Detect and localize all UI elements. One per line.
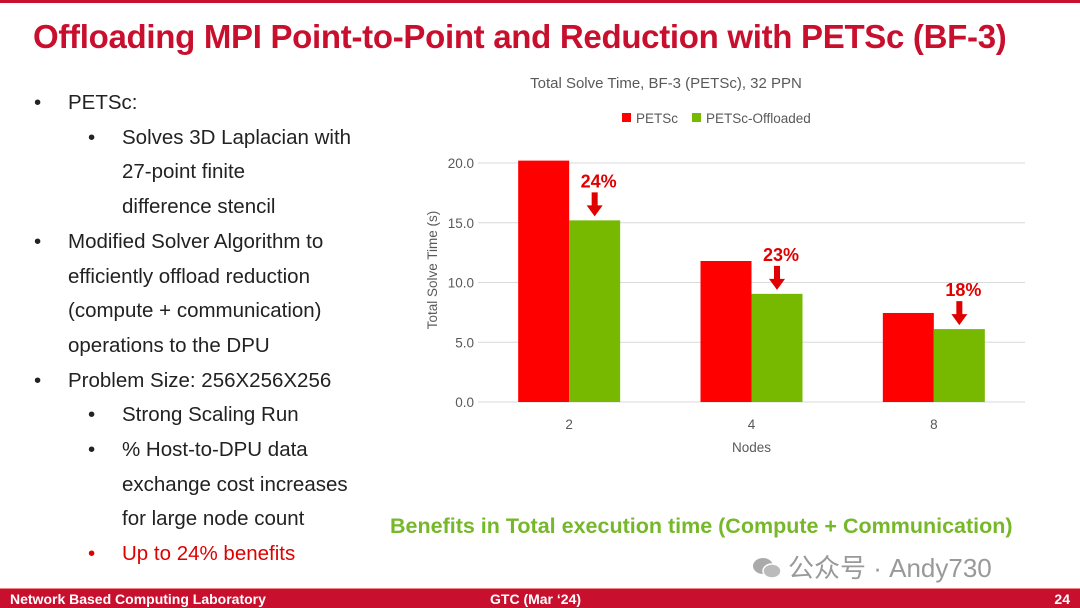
bullet-item: operations to the DPU <box>68 333 270 357</box>
bar-petsc-offloaded-8 <box>933 329 985 402</box>
bullet-item: Strong Scaling Run <box>32 398 382 433</box>
watermark-text: 公众号 · Andy730 <box>788 553 992 583</box>
y-tick-label: 10.0 <box>448 276 474 291</box>
legend-label: PETSc-Offloaded <box>706 111 811 126</box>
x-tick-label: 4 <box>748 417 756 432</box>
arrow-down-icon <box>586 192 603 217</box>
slide-title: Offloading MPI Point-to-Point and Reduct… <box>33 18 1007 55</box>
bullet-item: Solves 3D Laplacian with <box>32 121 382 156</box>
benefit-text: Benefits in Total execution time (Comput… <box>390 514 1013 538</box>
bullet-item: efficiently offload reduction <box>68 264 310 288</box>
footer-event: GTC (Mar ‘24) <box>490 591 582 607</box>
y-tick-label: 5.0 <box>455 335 474 350</box>
reduction-label: 24% <box>581 171 617 191</box>
y-tick-label: 15.0 <box>448 216 474 231</box>
page-number: 24 <box>1054 591 1070 607</box>
legend-swatch <box>622 113 631 122</box>
arrow-down-icon <box>769 265 785 290</box>
legend-label: PETSc <box>636 111 678 126</box>
wechat-icon <box>753 558 782 579</box>
x-tick-label: 8 <box>930 417 938 432</box>
bullet-item: Problem Size: 256X256X256 <box>32 364 382 399</box>
footer-lab: Network Based Computing Laboratory <box>10 591 266 607</box>
arrow-down-icon <box>951 301 968 326</box>
x-axis-label: Nodes <box>732 440 771 455</box>
bullet-item: for large node count <box>122 507 305 531</box>
bullet-item: (compute + communication) <box>68 299 322 323</box>
y-tick-label: 20.0 <box>448 156 474 171</box>
x-tick-label: 2 <box>565 417 573 432</box>
footer-bar: Network Based Computing Laboratory GTC (… <box>0 588 1080 608</box>
bullet-item: Modified Solver Algorithm to <box>32 225 382 260</box>
bullet-item: PETSc: <box>32 86 382 121</box>
bar-chart: Total Solve Time, BF-3 (PETSc), 32 PPN PE… <box>425 75 1025 455</box>
legend-swatch <box>692 113 701 122</box>
bullet-list: PETSc:Solves 3D Laplacian with 27-point f… <box>32 86 382 572</box>
bullet-item: Up to 24% benefits <box>32 537 382 572</box>
watermark: 公众号 · Andy730 <box>752 548 992 585</box>
bullet-item: % Host-to-DPU data <box>32 433 382 468</box>
bullet-item: difference stencil <box>122 195 276 219</box>
bullet-item: 27-point finite <box>122 160 246 184</box>
bar-petsc-offloaded-4 <box>751 293 803 402</box>
bar-petsc-offloaded-2 <box>569 220 621 402</box>
reduction-label: 18% <box>945 280 981 300</box>
reduction-label: 23% <box>763 245 799 265</box>
bar-petsc-8 <box>882 312 934 402</box>
chart-title: Total Solve Time, BF-3 (PETSc), 32 PPN <box>530 75 802 92</box>
top-rule <box>0 0 1080 3</box>
bar-petsc-4 <box>700 260 752 402</box>
y-tick-label: 0.0 <box>455 395 474 410</box>
y-axis-label: Total Solve Time (s) <box>425 211 440 330</box>
bullet-item: exchange cost increases <box>122 472 348 496</box>
bar-petsc-2 <box>518 160 570 402</box>
